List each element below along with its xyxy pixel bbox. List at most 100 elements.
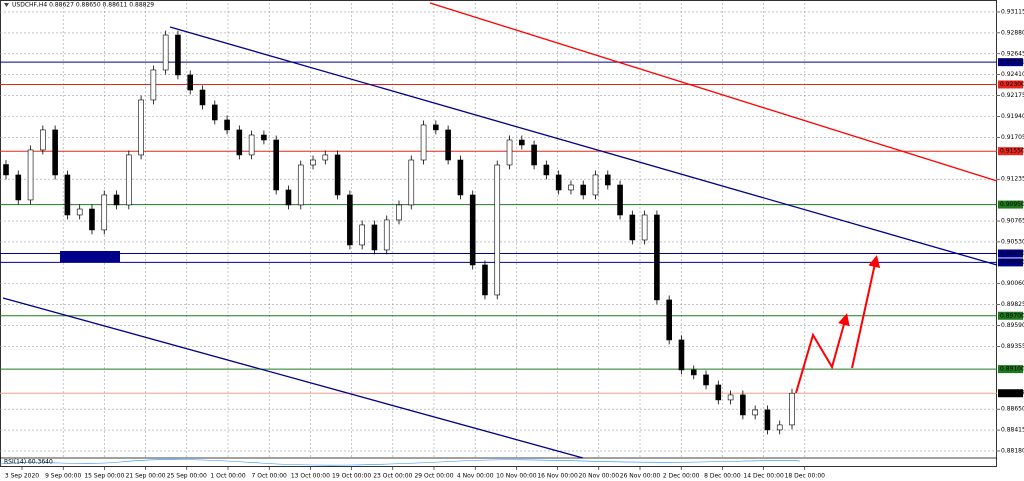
candle-body xyxy=(519,139,525,146)
level-label: 0.89100 xyxy=(1000,366,1024,373)
candle-body xyxy=(187,74,194,91)
y-tick-label: 0.91940 xyxy=(1001,113,1024,120)
level-label: 0.90950 xyxy=(1000,201,1024,208)
candle-body xyxy=(433,124,439,131)
projection-arrow xyxy=(851,255,881,369)
x-tick-label: 13 Oct 00:00 xyxy=(291,473,330,480)
candle-body xyxy=(654,214,660,301)
trendline xyxy=(429,2,998,182)
candle-body xyxy=(40,129,46,151)
trendline xyxy=(2,297,584,459)
candle-body xyxy=(138,99,144,156)
level-label-box xyxy=(998,258,1023,267)
candle-body xyxy=(457,159,464,196)
level-label-box xyxy=(998,389,1023,398)
candle-body xyxy=(666,299,672,341)
x-tick-label: 18 Dec 00:00 xyxy=(785,473,826,480)
level-label: 0.92551 xyxy=(1000,59,1024,66)
candle-body xyxy=(15,174,22,201)
y-tick-label: 0.88415 xyxy=(1001,427,1024,434)
y-tick-label: 0.91235 xyxy=(1001,176,1024,183)
candle-body xyxy=(52,129,58,176)
candles xyxy=(3,30,795,435)
candle-body xyxy=(236,129,243,156)
candle-body xyxy=(776,424,783,431)
candle-body xyxy=(261,134,267,141)
level-label: 0.90300 xyxy=(1000,259,1024,266)
candle-body xyxy=(396,204,402,221)
x-tick-label: 14 Dec 00:00 xyxy=(743,473,784,480)
x-tick-label: 15 Sep 00:00 xyxy=(84,473,124,480)
x-tick-label: 19 Oct 00:00 xyxy=(332,473,371,480)
candle-body xyxy=(89,208,95,231)
x-tick-label: 29 Oct 00:00 xyxy=(414,473,453,480)
chart-title: USDCHF,H4 0.88627 0.88650 0.88611 0.8882… xyxy=(12,2,154,9)
y-tick-label: 0.93115 xyxy=(1001,8,1024,15)
candle-body xyxy=(727,394,734,401)
candle-body xyxy=(617,184,623,216)
zone-box xyxy=(60,251,120,262)
candle-body xyxy=(555,174,562,191)
indicator-label: RSI(14) 60.3640 xyxy=(4,459,53,466)
x-tick-label: 16 Nov 00:00 xyxy=(537,473,578,480)
candle-body xyxy=(101,194,108,231)
candle-body xyxy=(764,409,771,431)
level-label-box xyxy=(998,249,1023,258)
x-tick-label: 8 Dec 00:00 xyxy=(704,473,741,480)
candle-body xyxy=(580,184,587,196)
symbol-icon xyxy=(4,3,9,7)
candle-body xyxy=(494,164,501,296)
level-label: 0.88829 xyxy=(1000,390,1024,397)
y-tick-label: 0.90765 xyxy=(1001,218,1024,225)
candle-body xyxy=(420,124,427,161)
indicator-line xyxy=(0,459,801,466)
candle-body xyxy=(199,89,206,106)
x-tick-label: 26 Nov 00:00 xyxy=(620,473,661,480)
candle-body xyxy=(371,224,378,251)
y-tick-label: 0.88650 xyxy=(1001,406,1024,413)
y-tick-label: 0.92410 xyxy=(1001,71,1024,78)
candle-body xyxy=(27,149,34,201)
candle-body xyxy=(175,34,181,76)
projection-arrow xyxy=(795,313,850,394)
candle-body xyxy=(752,409,758,416)
candle-body xyxy=(347,194,353,246)
level-label-box xyxy=(998,80,1023,89)
candle-body xyxy=(703,374,709,386)
candle-body xyxy=(629,214,636,241)
candle-body xyxy=(482,264,488,296)
candle-body xyxy=(162,34,169,71)
candle-body xyxy=(740,394,746,416)
y-tick-label: 0.89825 xyxy=(1001,301,1024,308)
level-label-box xyxy=(998,365,1023,374)
level-label-box xyxy=(998,311,1023,320)
level-label: 0.92300 xyxy=(1000,81,1024,88)
y-tick-label: 0.88180 xyxy=(1001,447,1024,454)
y-tick-label: 0.92880 xyxy=(1001,29,1024,36)
level-label-box xyxy=(998,58,1023,67)
x-tick-label: 9 Sep 00:00 xyxy=(45,473,81,480)
x-tick-label: 1 Oct 00:00 xyxy=(210,473,245,480)
candle-body xyxy=(506,139,513,166)
candle-body xyxy=(359,224,365,246)
candle-body xyxy=(126,154,132,206)
candle-body xyxy=(543,164,550,176)
y-tick-label: 0.92175 xyxy=(1001,92,1024,99)
candle-body xyxy=(469,194,476,266)
price-axis: 0.93115 0.92880 0.92645 0.92410 0.92175 0.919… xyxy=(5,8,1024,479)
candle-body xyxy=(297,164,304,206)
y-tick-label: 0.91705 xyxy=(1001,134,1024,141)
candle-body xyxy=(64,174,71,216)
candle-body xyxy=(285,189,292,206)
level-label-box xyxy=(998,200,1023,209)
x-tick-label: 20 Nov 00:00 xyxy=(579,473,620,480)
y-tick-label: 0.90530 xyxy=(1001,238,1024,245)
candle-body xyxy=(76,208,83,216)
candle-body xyxy=(211,104,218,121)
level-label-box xyxy=(998,147,1023,156)
candle-body xyxy=(3,164,9,176)
x-tick-label: 25 Sep 00:00 xyxy=(167,473,207,480)
candle-body xyxy=(604,174,611,186)
y-tick-label: 0.89590 xyxy=(1001,322,1024,329)
